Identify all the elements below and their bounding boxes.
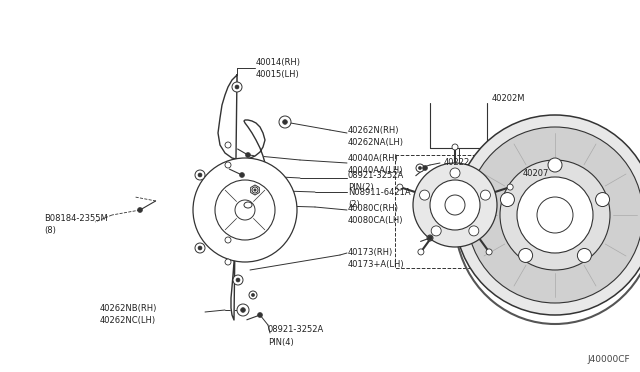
Text: 08921-3252A: 08921-3252A xyxy=(348,170,404,180)
Circle shape xyxy=(452,144,458,150)
Text: 40262NC(LH): 40262NC(LH) xyxy=(100,315,156,324)
Text: 40173(RH): 40173(RH) xyxy=(348,247,393,257)
Circle shape xyxy=(481,190,490,200)
Circle shape xyxy=(500,193,515,206)
Circle shape xyxy=(225,162,231,168)
Text: (2): (2) xyxy=(348,199,360,208)
Text: N08911-6421A: N08911-6421A xyxy=(348,187,411,196)
Circle shape xyxy=(577,248,591,263)
Text: 40262NB(RH): 40262NB(RH) xyxy=(100,304,157,312)
Circle shape xyxy=(235,200,255,220)
Circle shape xyxy=(283,120,287,124)
Circle shape xyxy=(198,246,202,250)
Circle shape xyxy=(246,153,250,157)
Text: 40014(RH): 40014(RH) xyxy=(256,58,301,67)
Text: 08921-3252A: 08921-3252A xyxy=(268,326,324,334)
Circle shape xyxy=(428,235,433,241)
Text: 40040AA(LH): 40040AA(LH) xyxy=(348,166,403,174)
Circle shape xyxy=(427,235,433,241)
Circle shape xyxy=(225,142,231,148)
Circle shape xyxy=(413,163,497,247)
Circle shape xyxy=(235,85,239,89)
Circle shape xyxy=(215,180,275,240)
Circle shape xyxy=(198,173,202,177)
Circle shape xyxy=(596,193,609,206)
Circle shape xyxy=(237,304,249,316)
Circle shape xyxy=(431,226,441,236)
Circle shape xyxy=(236,278,240,282)
Circle shape xyxy=(397,184,403,190)
Circle shape xyxy=(249,291,257,299)
Polygon shape xyxy=(251,185,259,195)
Circle shape xyxy=(252,187,258,193)
Circle shape xyxy=(455,115,640,315)
Circle shape xyxy=(138,208,143,212)
Circle shape xyxy=(195,243,205,253)
Circle shape xyxy=(195,170,205,180)
Text: PIN(4): PIN(4) xyxy=(268,337,294,346)
Circle shape xyxy=(232,82,242,92)
Circle shape xyxy=(518,248,532,263)
Circle shape xyxy=(548,158,562,172)
Text: 40080CA(LH): 40080CA(LH) xyxy=(348,215,403,224)
Circle shape xyxy=(418,249,424,255)
Circle shape xyxy=(450,168,460,178)
Text: 40222: 40222 xyxy=(444,157,470,167)
Text: 40202M: 40202M xyxy=(492,93,525,103)
Text: 40080C(RH): 40080C(RH) xyxy=(348,203,399,212)
Circle shape xyxy=(233,275,243,285)
Ellipse shape xyxy=(244,202,252,208)
Circle shape xyxy=(537,197,573,233)
Text: 40262N(RH): 40262N(RH) xyxy=(348,125,399,135)
Text: PIN(2): PIN(2) xyxy=(348,183,374,192)
Text: 40015(LH): 40015(LH) xyxy=(256,70,300,78)
Text: (8): (8) xyxy=(44,225,56,234)
Circle shape xyxy=(254,189,256,191)
Circle shape xyxy=(257,312,262,317)
Circle shape xyxy=(225,237,231,243)
Circle shape xyxy=(486,249,492,255)
Circle shape xyxy=(420,190,429,200)
Circle shape xyxy=(225,259,231,265)
Circle shape xyxy=(416,164,424,172)
Circle shape xyxy=(279,116,291,128)
Circle shape xyxy=(430,180,480,230)
Circle shape xyxy=(507,184,513,190)
Text: J40000CF: J40000CF xyxy=(588,355,630,364)
Circle shape xyxy=(239,173,244,177)
Circle shape xyxy=(467,127,640,303)
Polygon shape xyxy=(218,75,266,320)
Circle shape xyxy=(429,237,431,239)
Circle shape xyxy=(517,177,593,253)
Circle shape xyxy=(422,166,428,170)
Circle shape xyxy=(193,158,297,262)
Text: 40262NA(LH): 40262NA(LH) xyxy=(348,138,404,147)
Circle shape xyxy=(445,195,465,215)
Circle shape xyxy=(252,294,255,296)
Circle shape xyxy=(469,226,479,236)
Circle shape xyxy=(241,308,245,312)
Circle shape xyxy=(419,166,422,170)
Text: 40040A(RH): 40040A(RH) xyxy=(348,154,399,163)
Text: 40173+A(LH): 40173+A(LH) xyxy=(348,260,404,269)
Text: B08184-2355M: B08184-2355M xyxy=(44,214,108,222)
Text: 40207: 40207 xyxy=(523,169,549,177)
Circle shape xyxy=(500,160,610,270)
